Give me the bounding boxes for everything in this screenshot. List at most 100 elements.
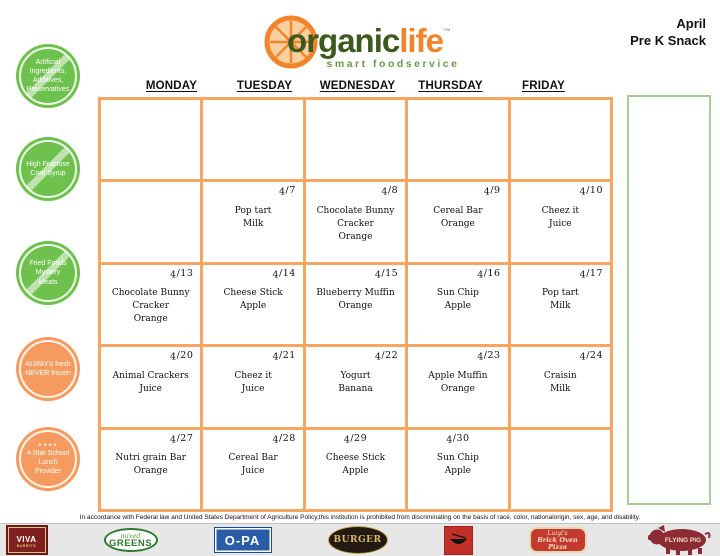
calendar-cell: 4/20 Animal Crackers Juice (101, 347, 204, 430)
cell-date: 4/8 (381, 185, 399, 198)
badge-label-line: Meats (38, 278, 58, 286)
menu-item: Cereal Bar (433, 205, 483, 216)
cell-date-day: /14 (279, 267, 296, 279)
cell-date-day: /7 (285, 185, 296, 197)
flying-pig-logo-text: FLYING PIG (664, 537, 700, 544)
cell-menu-items: Blueberry Muffin Orange (306, 287, 405, 313)
cell-menu-items: Cheez it Juice (203, 370, 302, 396)
cell-menu-items: Animal Crackers Juice (101, 370, 200, 396)
menu-item: Pop tart (234, 205, 272, 216)
cell-date-day: /8 (387, 185, 399, 197)
calendar-cell: 4/28 Cereal Bar Juice (203, 429, 306, 512)
cell-menu-items: Cheese Stick Apple (203, 287, 302, 313)
cell-date-day: /17 (586, 267, 603, 279)
trademark-symbol: ™ (442, 27, 451, 36)
menu-item: Apple Muffin (428, 370, 488, 381)
logo-word-organic: organic (287, 22, 400, 59)
burger-logo-text: BURGER (333, 535, 382, 545)
calendar-cell: 4/27 Nutri grain Bar Orange (101, 429, 204, 512)
badge-label-line: Preservatives (26, 86, 70, 94)
logo-word-life: life (399, 22, 444, 59)
cell-date-day: /20 (176, 350, 194, 362)
cell-menu-items: Cheez it Juice (511, 205, 610, 231)
badge-label-line: ALWAYS fresh (25, 360, 71, 368)
menu-item: Juice (241, 466, 265, 477)
badge-4-star-school-lunch-provider: ★★★★ 4-Star School Lunch Provider (16, 427, 80, 491)
badge-no-high-fructose-corn-syrup: High Fructose Corn Syrup (16, 137, 80, 201)
badge-ring (19, 340, 77, 398)
menu-item: Orange (133, 314, 168, 325)
burger-logo: BURGER (327, 526, 388, 554)
menu-item: Orange (440, 383, 475, 394)
badge-label: Fried Foods Mystery Meats (23, 259, 72, 286)
cell-date-day: /13 (176, 267, 194, 279)
menu-item: Cracker (132, 301, 170, 312)
calendar-cell: 4/7 Pop tart Milk (203, 182, 306, 265)
badge-ring (19, 430, 77, 488)
menu-item: Milk (550, 383, 571, 394)
cell-date: 4/29 (343, 432, 368, 446)
cell-date: 4/7 (279, 185, 296, 198)
menu-item: Orange (338, 301, 373, 312)
day-header-wednesday: WEDNESDAY (319, 80, 396, 92)
pig-icon: FLYING PIG (647, 525, 710, 555)
cell-date: 4/30 (446, 432, 470, 446)
calendar-cell: 4/8 Chocolate Bunny Cracker Orange (305, 182, 409, 265)
day-header-thursday: THURSDAY (418, 80, 483, 92)
o-pa-logo-text: O-PA (224, 532, 261, 548)
badge-label: ALWAYS fresh NEVER frozen (19, 360, 77, 378)
no-slash-icon (20, 245, 76, 301)
calendar-cell: 4/22 Yogurt Banana (305, 347, 409, 430)
cell-menu-items: Yogurt Banana (306, 370, 405, 396)
badge-no-artificial-ingredients: Artificial Ingredients, Additives, Preserva… (16, 44, 80, 108)
calendar-grid: 4/7 Pop tart Milk 4/8 Chocolate Bunny Cracker… (98, 97, 613, 512)
cell-date-day: /16 (483, 267, 501, 279)
pizza-logo-text: Brick Oven Pizza (537, 536, 578, 552)
menu-name-label: Pre K Snack (630, 32, 706, 48)
calendar-cell (408, 100, 511, 183)
cell-date: 4/10 (579, 185, 603, 198)
mixed-greens-logo-text: GREENS (108, 538, 153, 549)
day-header-monday: MONDAY (145, 80, 198, 92)
cell-date: 4/14 (272, 267, 296, 281)
badge-label-line: NEVER frozen (25, 370, 71, 377)
calendar-cell: 4/13 Chocolate Bunny Cracker Orange (101, 264, 204, 348)
badge-label: Artificial Ingredients, Additives, Preserva… (21, 58, 75, 94)
cell-date-day: /28 (279, 432, 296, 444)
calendar-cell (510, 429, 613, 512)
cell-date-day: /22 (381, 350, 399, 362)
calendar-cell: 4/24 Craisin Milk (510, 347, 613, 430)
cell-date-day: /15 (381, 267, 399, 279)
month-label: April (676, 16, 706, 31)
cell-date: 4/28 (272, 432, 296, 446)
menu-item: Milk (242, 218, 264, 229)
calendar-cell: 4/21 Cheez it Juice (203, 347, 306, 430)
cell-date: 4/17 (579, 267, 603, 281)
orange-fruit-icon (264, 15, 318, 69)
badge-label-line: Mystery (35, 269, 61, 277)
calendar-cell (510, 100, 613, 183)
cell-menu-items: Cheese Stick Apple (306, 452, 405, 478)
mixed-greens-logo: mixed GREENS (103, 528, 158, 552)
badge-label-line: Additives, (32, 77, 64, 84)
cell-menu-items: Apple Muffin Orange (408, 370, 507, 396)
cell-date: 4/9 (483, 185, 501, 198)
cell-date-day: /21 (279, 350, 296, 362)
menu-item: Pop tart (541, 288, 579, 299)
menu-item: Juice (548, 218, 572, 229)
calendar-cell: 4/9 Cereal Bar Orange (408, 182, 511, 265)
cell-menu-items: Nutri grain Bar Orange (101, 452, 200, 478)
calendar-cell (203, 100, 306, 183)
menu-item: Chocolate Bunny (316, 205, 395, 216)
cell-menu-items: Cereal Bar Orange (408, 205, 507, 231)
menu-item: Cheese Stick (325, 453, 386, 464)
o-pa-logo: O-PA (213, 527, 272, 553)
cell-date-day: /27 (176, 432, 194, 444)
cell-menu-items: Sun Chip Apple (408, 287, 507, 313)
day-header-friday: FRIDAY (522, 80, 565, 92)
badge-label: High Fructose Corn Syrup (20, 160, 76, 178)
cell-date-day: /29 (350, 432, 368, 444)
wok-icon (449, 532, 467, 544)
calendar-cell (305, 100, 409, 183)
no-slash-icon (20, 141, 76, 197)
